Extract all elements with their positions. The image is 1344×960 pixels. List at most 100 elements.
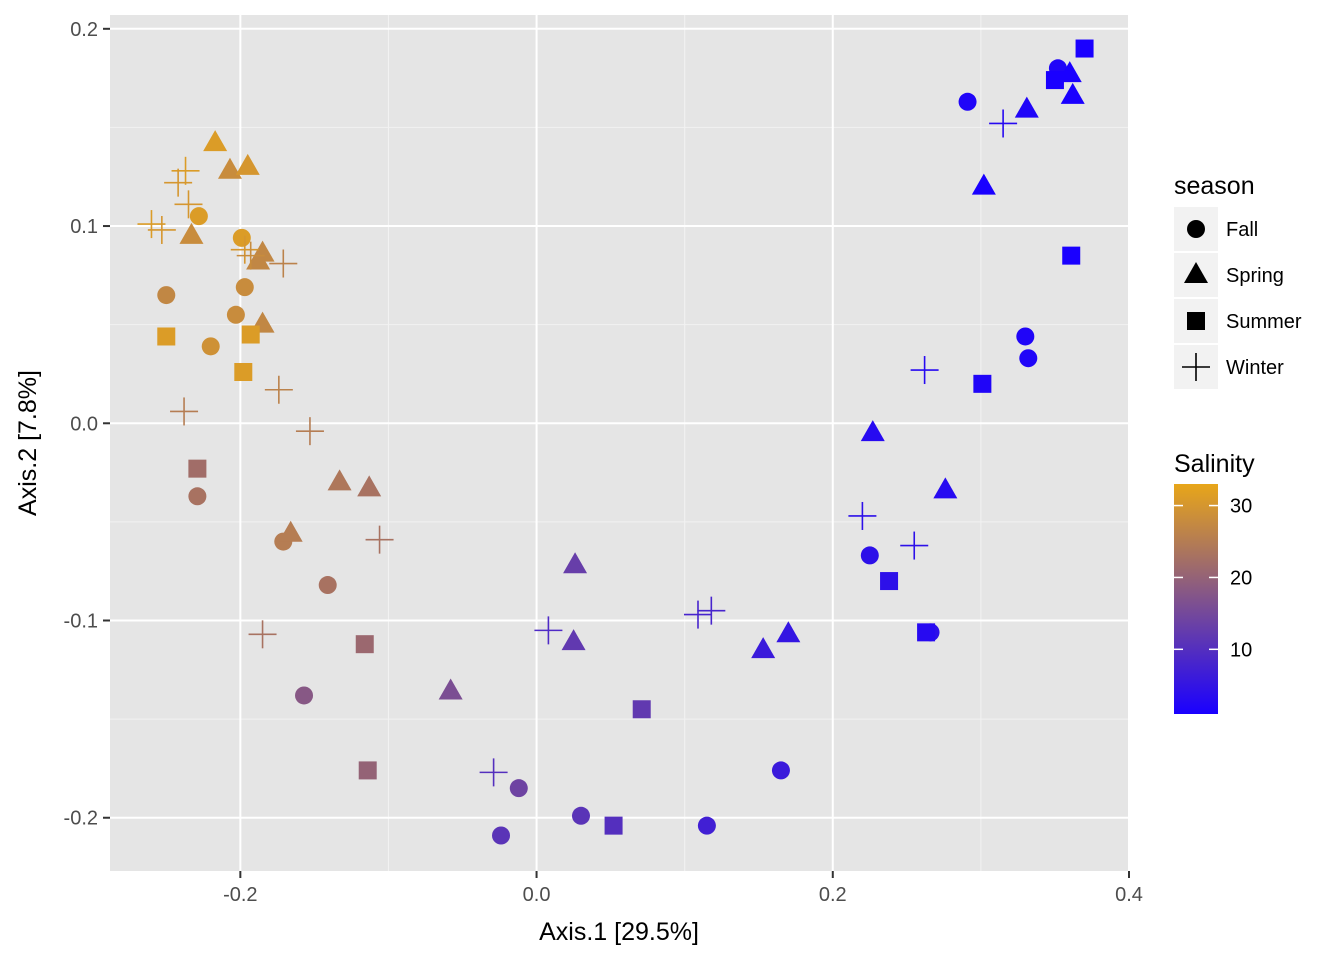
- x-axis-title: Axis.1 [29.5%]: [539, 918, 699, 946]
- data-point-spring: [971, 173, 996, 195]
- data-point-winter: [534, 616, 563, 645]
- data-point-winter: [170, 397, 199, 426]
- data-point-summer: [917, 623, 936, 642]
- data-point-winter: [848, 501, 877, 530]
- data-point-spring: [179, 222, 204, 244]
- salinity-colorbar: [1174, 484, 1218, 714]
- data-point-fall: [492, 826, 511, 845]
- data-point-spring: [203, 130, 228, 152]
- x-tick-label: -0.2: [223, 884, 257, 906]
- legend-symbol-summer: [1187, 312, 1205, 330]
- data-point-winter: [174, 190, 203, 219]
- data-point-spring: [327, 469, 352, 491]
- y-tick-label: -0.2: [64, 808, 98, 830]
- y-tick-label: 0.0: [70, 413, 98, 435]
- y-tick-label: -0.1: [64, 611, 98, 633]
- data-point-winter: [248, 620, 277, 649]
- legend-symbol-fall: [1187, 220, 1205, 238]
- x-axis: -0.2 0.0 0.2 0.4: [223, 871, 1143, 906]
- data-point-fall: [189, 207, 208, 226]
- data-point-fall: [201, 337, 220, 356]
- data-point-fall: [318, 576, 337, 595]
- data-point-spring: [561, 629, 586, 651]
- data-point-spring: [246, 248, 271, 270]
- data-point-fall: [226, 305, 245, 324]
- salinity-colorbar-ticks: 10 20 30: [1174, 496, 1252, 661]
- season-legend: season Fall Spring Summer Winter: [1174, 172, 1302, 389]
- data-point-summer: [880, 572, 899, 591]
- data-point-winter: [365, 525, 394, 554]
- data-point-winter: [147, 215, 176, 244]
- data-point-winter: [989, 109, 1018, 138]
- legend-symbol-spring: [1184, 261, 1208, 283]
- y-axis: -0.2 -0.1 0.0 0.1 0.2: [64, 19, 110, 830]
- data-points: [137, 39, 1094, 845]
- data-point-summer: [632, 700, 651, 719]
- data-point-winter: [900, 531, 929, 560]
- data-point-winter: [697, 596, 726, 625]
- data-point-fall: [295, 686, 314, 705]
- data-point-summer: [241, 325, 260, 344]
- data-point-summer: [1075, 39, 1094, 58]
- legend-label-winter: Winter: [1226, 357, 1284, 379]
- colorbar-tick-label: 20: [1230, 567, 1252, 589]
- data-point-fall: [157, 286, 176, 305]
- y-tick-label: 0.1: [70, 216, 98, 238]
- data-point-summer: [604, 816, 623, 835]
- data-point-winter: [295, 417, 324, 446]
- data-point-winter: [264, 375, 293, 404]
- data-point-fall: [771, 761, 790, 780]
- data-point-spring: [235, 153, 260, 175]
- data-point-fall: [1019, 349, 1038, 368]
- data-point-winter: [479, 758, 508, 787]
- salinity-legend: Salinity 10 20 30: [1174, 450, 1255, 714]
- data-point-spring: [217, 157, 242, 179]
- major-gridlines: [110, 15, 1130, 871]
- x-tick-label: 0.0: [523, 884, 551, 906]
- data-point-spring: [776, 621, 801, 643]
- data-point-fall: [1016, 327, 1035, 346]
- colorbar-tick-label: 10: [1230, 639, 1252, 661]
- data-point-spring: [1060, 82, 1085, 104]
- data-point-winter: [236, 241, 265, 270]
- data-point-summer: [157, 327, 176, 346]
- x-tick-label: 0.4: [1115, 884, 1143, 906]
- season-legend-title: season: [1174, 172, 1255, 200]
- data-point-fall: [188, 487, 207, 506]
- data-point-summer: [1062, 246, 1081, 265]
- data-point-winter: [171, 156, 200, 185]
- x-tick-label: 0.2: [819, 884, 847, 906]
- data-point-winter: [910, 356, 939, 385]
- data-point-winter: [230, 235, 259, 264]
- legend-label-fall: Fall: [1226, 219, 1258, 241]
- data-point-spring: [860, 420, 885, 442]
- data-point-spring: [751, 637, 776, 659]
- data-point-fall: [958, 92, 977, 111]
- y-tick-label: 0.2: [70, 19, 98, 41]
- data-point-winter: [683, 600, 712, 629]
- legend-label-spring: Spring: [1226, 265, 1284, 287]
- plot-panel: [110, 15, 1129, 871]
- colorbar-tick-label: 30: [1230, 496, 1252, 518]
- data-point-spring: [357, 475, 382, 497]
- data-point-fall: [697, 816, 716, 835]
- data-point-summer: [355, 635, 374, 654]
- data-point-winter: [164, 168, 193, 197]
- data-point-fall: [232, 228, 251, 247]
- data-point-spring: [438, 678, 463, 700]
- legend-symbol-winter: [1182, 353, 1210, 381]
- y-axis-title: Axis.2 [7.8%]: [14, 370, 42, 516]
- data-point-summer: [1045, 71, 1064, 90]
- salinity-legend-title: Salinity: [1174, 450, 1255, 478]
- data-point-fall: [571, 806, 590, 825]
- data-point-fall: [235, 278, 254, 297]
- data-point-spring: [278, 520, 303, 542]
- data-point-summer: [973, 374, 992, 393]
- data-point-fall: [860, 546, 879, 565]
- data-point-winter: [137, 210, 166, 239]
- data-point-fall: [509, 779, 528, 798]
- data-point-spring: [933, 477, 958, 499]
- data-point-summer: [234, 362, 253, 381]
- data-point-spring: [1014, 96, 1039, 118]
